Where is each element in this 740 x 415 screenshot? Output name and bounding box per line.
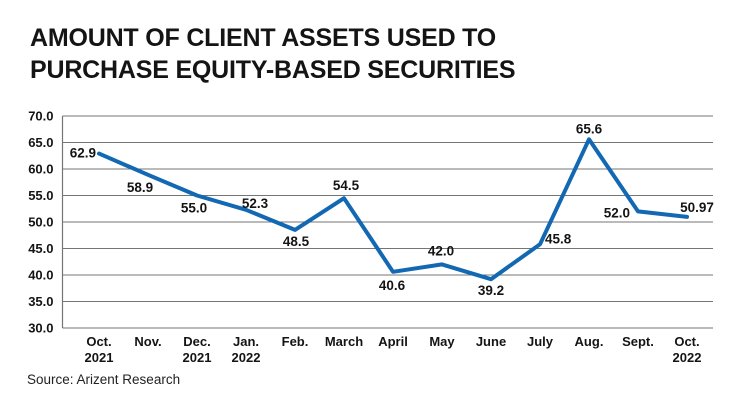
series-line — [97, 137, 689, 282]
data-point-label: 48.5 — [283, 234, 310, 249]
data-point-label: 52.3 — [242, 196, 269, 211]
y-tick-label: 50.0 — [28, 215, 53, 230]
x-tick-label: Jan. — [233, 334, 259, 349]
data-point-label: 58.9 — [127, 180, 153, 195]
x-tick-label: Sept. — [622, 334, 654, 349]
x-tick-label: Aug. — [575, 334, 604, 349]
chart-title: AMOUNT OF CLIENT ASSETS USED TO PURCHASE… — [30, 22, 710, 86]
chart-title-line1: AMOUNT OF CLIENT ASSETS USED TO — [30, 24, 497, 52]
data-point-label: 65.6 — [576, 121, 603, 136]
x-tick-label: 2022 — [232, 350, 261, 365]
x-tick-label: 2021 — [183, 350, 212, 365]
x-tick-label: 2021 — [85, 350, 114, 365]
x-tick-label: Dec. — [183, 334, 210, 349]
y-tick-label: 55.0 — [28, 188, 53, 203]
x-tick-label: 2022 — [673, 350, 702, 365]
data-point-label: 55.0 — [181, 201, 207, 216]
x-tick-label: June — [476, 334, 506, 349]
data-point-label: 52.0 — [604, 205, 630, 220]
x-tick-label: May — [429, 334, 455, 349]
y-tick-label: 30.0 — [28, 321, 53, 336]
x-tick-label: April — [378, 334, 408, 349]
x-tick-label: Oct. — [674, 334, 699, 349]
y-tick-label: 40.0 — [28, 268, 53, 283]
data-point-label: 50.97 — [680, 200, 714, 215]
x-tick-label: Oct. — [86, 334, 111, 349]
chart-title-line2: PURCHASE EQUITY-BASED SECURITIES — [30, 56, 516, 84]
data-point-label: 42.0 — [428, 243, 454, 258]
data-point-label: 40.6 — [379, 278, 406, 293]
source-attribution: Source: Arizent Research — [27, 372, 181, 387]
data-point-label: 62.9 — [70, 146, 96, 161]
x-tick-label: Nov. — [134, 334, 161, 349]
y-tick-label: 35.0 — [28, 294, 53, 309]
data-point-label: 54.5 — [333, 178, 360, 193]
y-tick-label: 60.0 — [28, 162, 53, 177]
data-point-label: 45.8 — [545, 231, 572, 246]
x-tick-label: July — [527, 334, 554, 349]
data-point-label: 39.2 — [478, 283, 504, 298]
x-tick-label: March — [325, 334, 363, 349]
y-tick-label: 70.0 — [28, 109, 53, 124]
y-tick-label: 45.0 — [28, 241, 53, 256]
x-tick-label: Feb. — [282, 334, 309, 349]
y-tick-label: 65.0 — [28, 135, 53, 150]
